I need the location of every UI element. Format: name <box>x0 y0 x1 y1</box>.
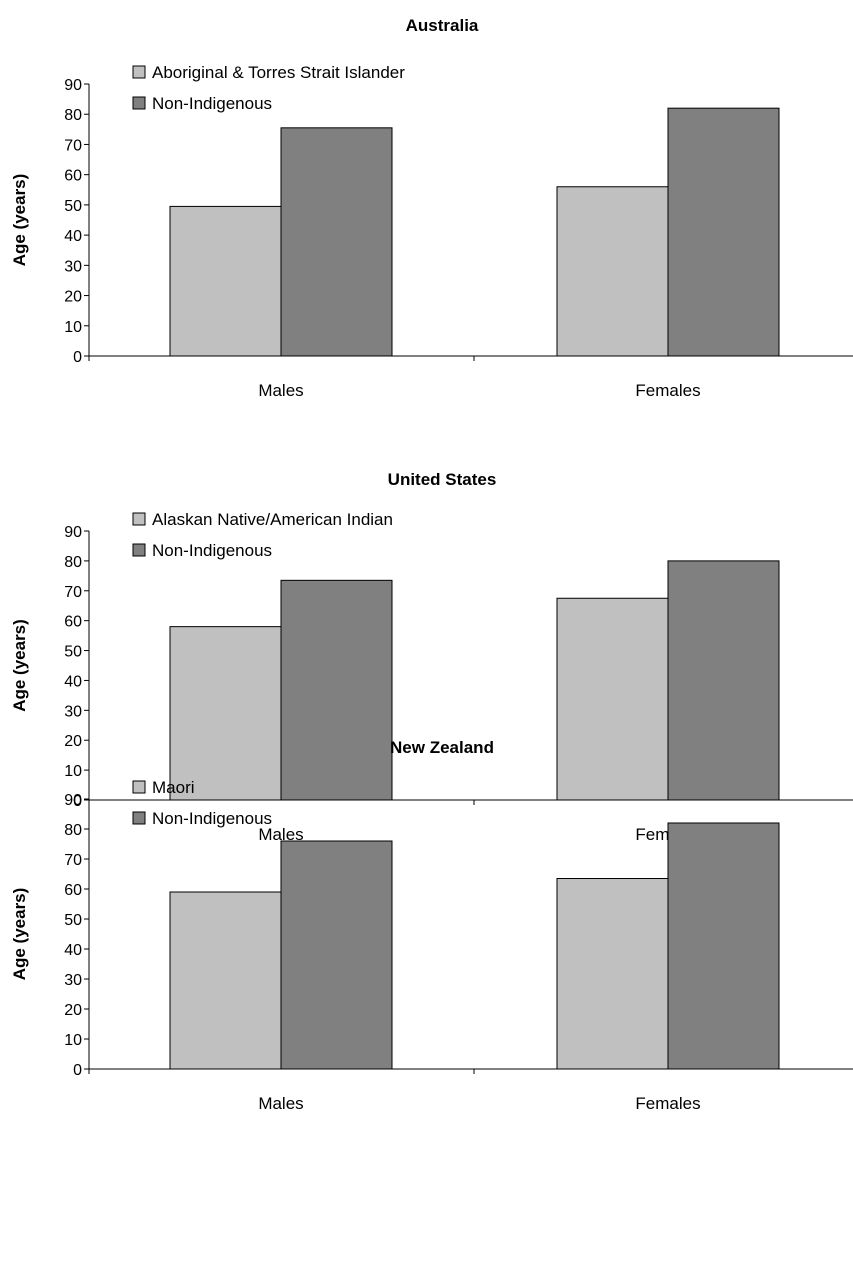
bar-males-series-2 <box>280 579 393 801</box>
y-tick-label: 80 <box>64 554 82 571</box>
chart-panel-2: United States Age (years) 0 10 20 30 40 50 60 70 8… <box>10 470 853 844</box>
y-tick-label: 70 <box>64 584 82 601</box>
legend-swatch <box>132 811 146 825</box>
legend-swatch <box>132 96 146 110</box>
x-category-label: Males <box>258 1094 303 1113</box>
x-category-label: Females <box>635 1094 700 1113</box>
bar-females-series-2 <box>667 107 780 357</box>
bar-males-series-2 <box>280 127 393 357</box>
y-tick-label: 80 <box>64 107 82 124</box>
y-tick-label: 50 <box>64 198 82 215</box>
y-tick-label: 30 <box>64 972 82 989</box>
chart-title: New Zealand <box>390 738 494 757</box>
y-tick-label: 10 <box>64 763 82 780</box>
y-tick-label: 60 <box>64 882 82 899</box>
y-axis-label: Age (years) <box>10 619 29 712</box>
y-axis-label: Age (years) <box>10 174 29 267</box>
x-category-label: Males <box>258 381 303 400</box>
y-tick-label: 0 <box>73 1062 82 1079</box>
y-tick-label: 60 <box>64 614 82 631</box>
y-tick-label: 90 <box>64 792 82 809</box>
y-tick-label: 50 <box>64 644 82 661</box>
y-tick-label: 40 <box>64 673 82 690</box>
y-tick-label: 40 <box>64 228 82 245</box>
legend-label: Non-Indigenous <box>152 94 272 113</box>
legend-label: Non-Indigenous <box>152 809 272 828</box>
legend-label: Alaskan Native/American Indian <box>152 510 393 529</box>
chart-panel-3: New Zealand Age (years) 0 10 20 30 40 50 60 70 80 9… <box>10 738 853 1113</box>
bar-males-series-2 <box>280 840 393 1070</box>
y-tick-label: 0 <box>73 793 82 810</box>
y-tick-label: 90 <box>64 77 82 94</box>
bar-males-series-1 <box>169 891 282 1070</box>
y-axis-label: Age (years) <box>10 888 29 981</box>
chart-title: Australia <box>406 16 479 35</box>
y-tick-label: 30 <box>64 258 82 275</box>
y-tick-label: 10 <box>64 1032 82 1049</box>
bar-males-series-1 <box>169 626 282 801</box>
bar-females-series-1 <box>556 597 669 801</box>
y-tick-label: 20 <box>64 733 82 750</box>
chart-panel-1: Australia Age (years) 0 10 20 30 40 50 60 70 80 90 M… <box>10 16 853 400</box>
bar-females-series-1 <box>556 186 669 357</box>
y-tick-label: 80 <box>64 822 82 839</box>
y-tick-label: 10 <box>64 319 82 336</box>
bar-females-series-2 <box>667 822 780 1070</box>
legend-label: Maori <box>152 778 195 797</box>
chart-title: United States <box>388 470 497 489</box>
y-tick-label: 90 <box>64 524 82 541</box>
legend-swatch <box>132 65 146 79</box>
y-tick-label: 0 <box>73 349 82 366</box>
legend-swatch <box>132 543 146 557</box>
y-tick-label: 40 <box>64 942 82 959</box>
legend-swatch <box>132 780 146 794</box>
y-tick-label: 70 <box>64 137 82 154</box>
y-tick-label: 50 <box>64 912 82 929</box>
x-category-label: Females <box>635 381 700 400</box>
y-tick-label: 20 <box>64 289 82 306</box>
legend-label: Non-Indigenous <box>152 541 272 560</box>
legend-swatch <box>132 512 146 526</box>
y-tick-label: 30 <box>64 703 82 720</box>
y-tick-label: 20 <box>64 1002 82 1019</box>
y-tick-label: 70 <box>64 852 82 869</box>
bar-females-series-2 <box>667 560 780 801</box>
y-tick-label: 60 <box>64 168 82 185</box>
bar-females-series-1 <box>556 878 669 1070</box>
legend-label: Aboriginal & Torres Strait Islander <box>152 63 405 82</box>
bar-males-series-1 <box>169 205 282 357</box>
x-category-label: Males <box>258 825 303 844</box>
